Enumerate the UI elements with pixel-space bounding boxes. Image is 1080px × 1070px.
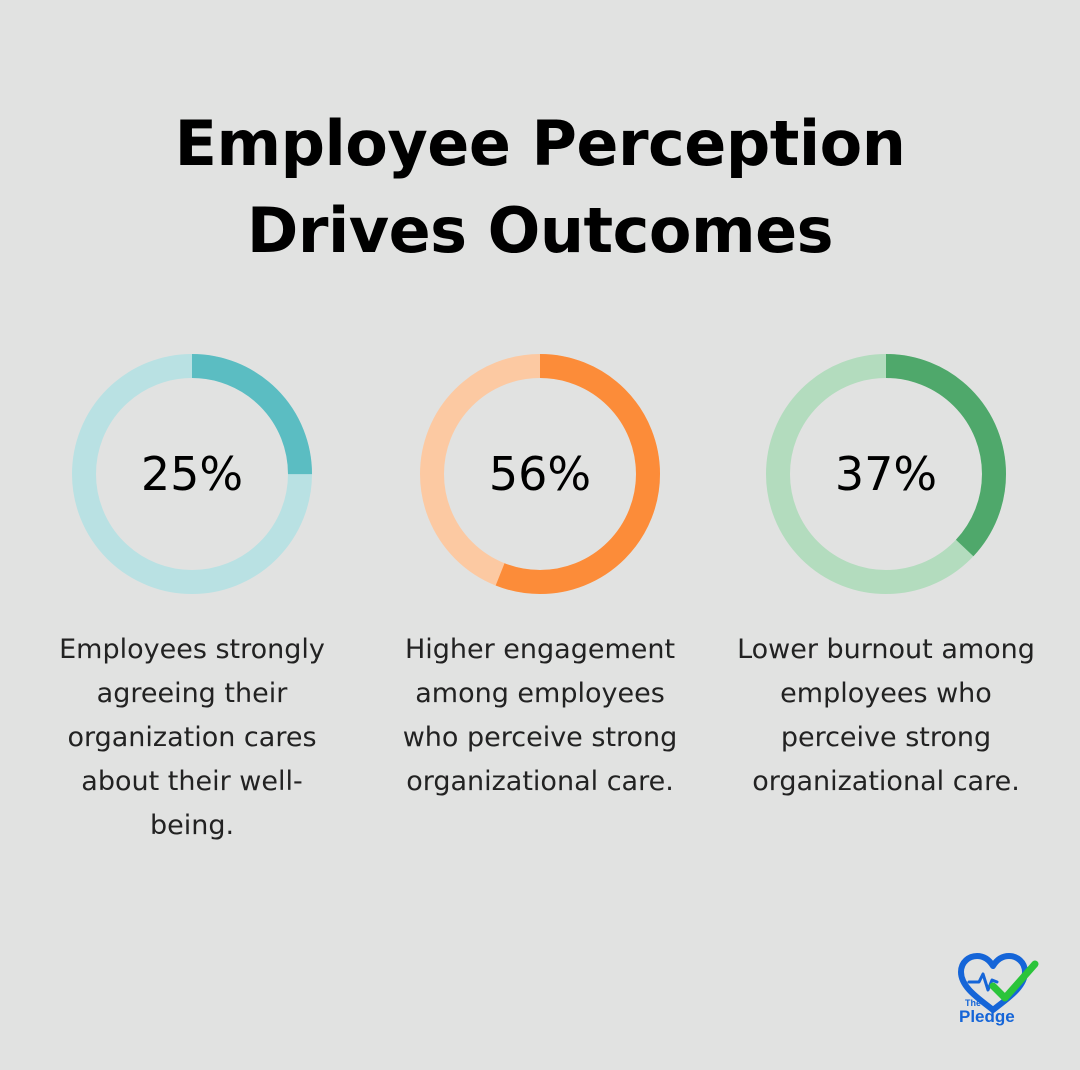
the-pledge-logo: The Pledge <box>955 952 1045 1032</box>
donut-arc <box>766 354 1006 594</box>
donut-arc <box>72 354 312 594</box>
donut-value-label: 25% <box>141 447 243 501</box>
donut-value-label: 56% <box>489 447 591 501</box>
donut-value-label: 37% <box>835 447 937 501</box>
page-title: Employee Perception Drives Outcomes <box>0 100 1080 274</box>
stat-card-3: 37% Lower burnout among employees who pe… <box>736 352 1036 804</box>
logo-small-text: The <box>965 998 981 1008</box>
stat-caption: Higher engagement among employees who pe… <box>402 634 678 797</box>
title-line-2: Drives Outcomes <box>246 194 834 267</box>
stat-caption: Lower burnout among employees who percei… <box>737 634 1035 797</box>
title-line-1: Employee Perception <box>174 107 906 180</box>
donut-chart-2: 56% <box>420 354 660 594</box>
donut-chart-1: 25% <box>72 354 312 594</box>
stat-card-2: 56% Higher engagement among employees wh… <box>390 352 690 804</box>
donut-chart-3: 37% <box>766 354 1006 594</box>
logo-name-text: Pledge <box>959 1007 1015 1026</box>
donut-arc <box>420 354 660 594</box>
heart-check-icon: The Pledge <box>958 953 1039 1026</box>
stat-caption: Employees strongly agreeing their organi… <box>59 634 325 841</box>
stat-card-1: 25% Employees strongly agreeing their or… <box>42 352 342 848</box>
